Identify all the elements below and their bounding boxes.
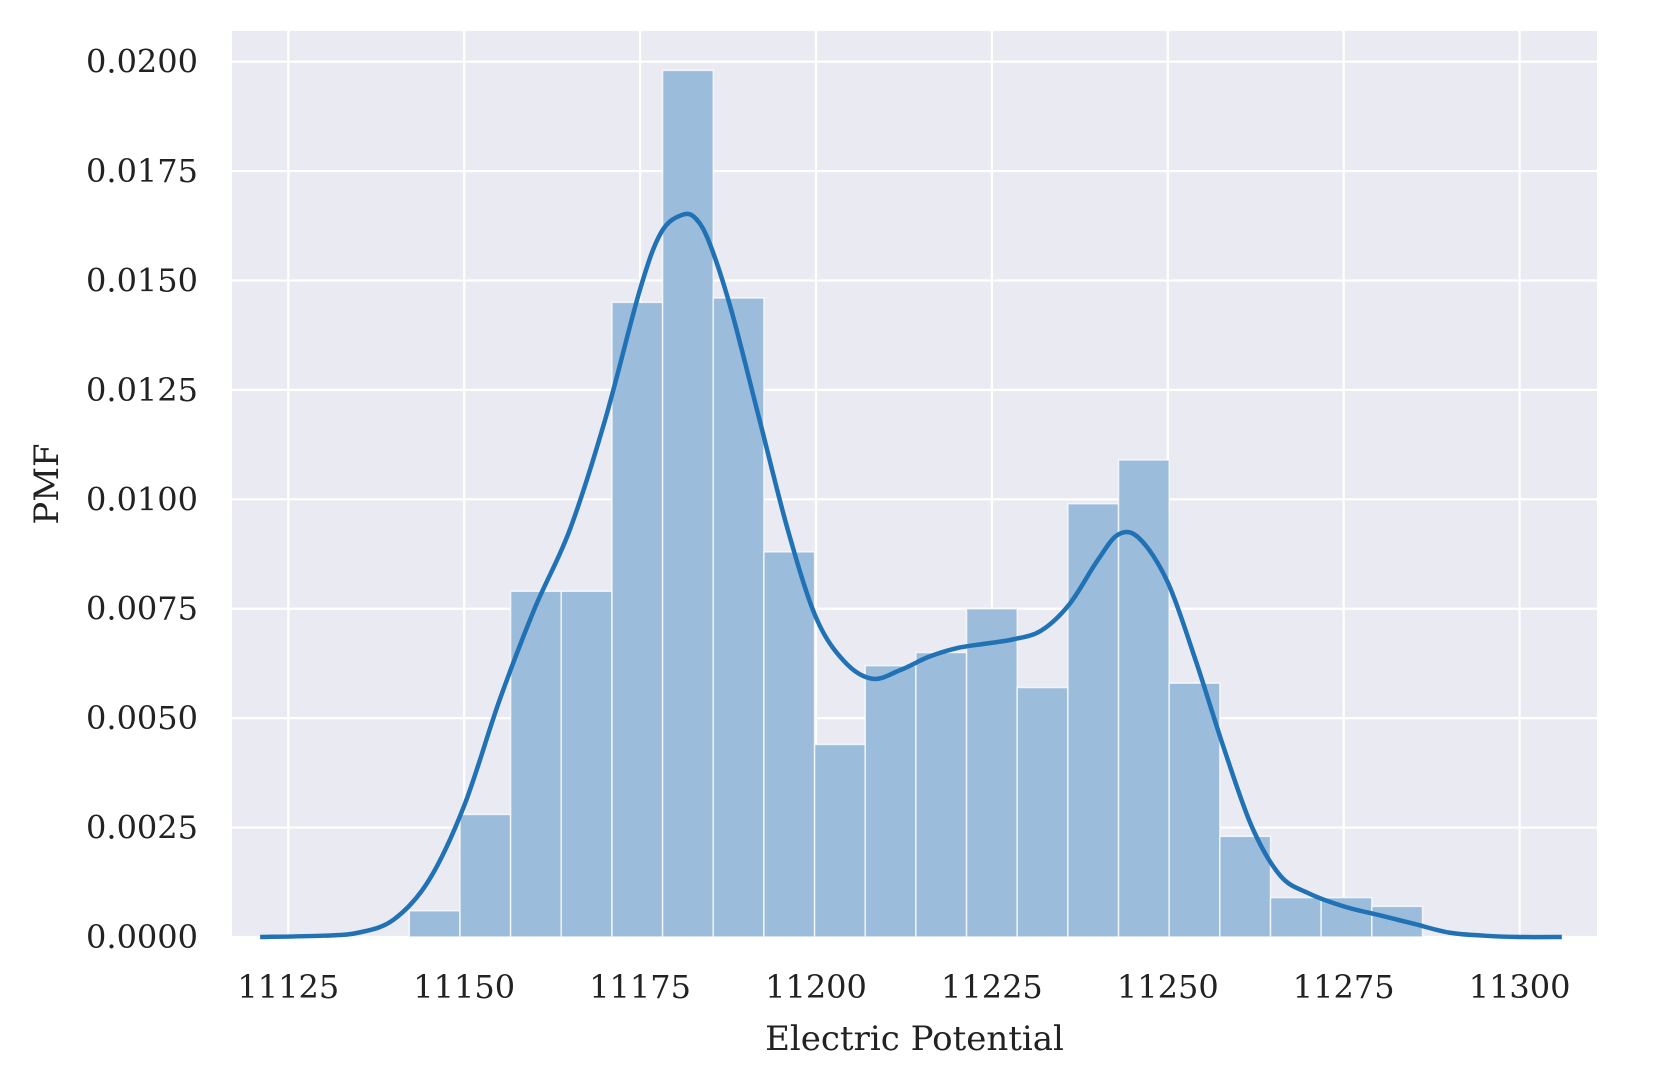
y-tick-label: 0.0150 (86, 261, 198, 299)
y-tick-label: 0.0200 (86, 43, 198, 81)
histogram-bar (763, 551, 816, 938)
histogram-bar (1168, 682, 1221, 938)
x-tick-label: 11200 (765, 968, 867, 1006)
histogram-bar (813, 743, 866, 938)
x-axis-label: Electric Potential (765, 1019, 1064, 1059)
y-tick-label: 0.0025 (86, 809, 198, 847)
x-tick-label: 11125 (237, 968, 339, 1006)
y-tick-label: 0.0050 (86, 699, 198, 737)
x-tick-label: 11175 (589, 968, 691, 1006)
y-tick-label: 0.0125 (86, 371, 198, 409)
x-tick-label: 11225 (941, 968, 1043, 1006)
y-tick-label: 0.0175 (86, 152, 198, 190)
x-tick-label: 11150 (413, 968, 515, 1006)
y-tick-label: 0.0075 (86, 590, 198, 628)
histogram-bar (560, 590, 613, 938)
y-tick-label: 0.0000 (86, 918, 198, 956)
histogram-bar (1067, 502, 1120, 938)
y-axis-label: PMF (27, 443, 67, 524)
histogram-bar (1269, 896, 1322, 938)
x-tick-label: 11275 (1293, 968, 1395, 1006)
x-tick-label: 11300 (1469, 968, 1571, 1006)
histogram-bar (915, 651, 968, 938)
histogram-bar (712, 297, 765, 938)
histogram-bar (965, 607, 1018, 938)
histogram-bar (1219, 835, 1272, 938)
histogram-bar (1016, 686, 1069, 938)
histogram-bar (1320, 896, 1373, 938)
histogram-bar (611, 301, 664, 938)
histogram-bar (509, 590, 563, 938)
histogram-bar (661, 69, 715, 938)
x-tick-label: 11250 (1117, 968, 1219, 1006)
histogram-bar (864, 664, 917, 938)
histogram-bar (459, 813, 512, 938)
kde-curve-group (260, 211, 1562, 940)
kde-line (260, 211, 1562, 940)
y-tick-label: 0.0100 (86, 480, 198, 518)
histogram-bar (408, 909, 461, 938)
histogram-bars (408, 69, 1424, 938)
tick-labels: 11125 11150 11175 11200 11225 11250 11275 11300… (86, 43, 1570, 1006)
